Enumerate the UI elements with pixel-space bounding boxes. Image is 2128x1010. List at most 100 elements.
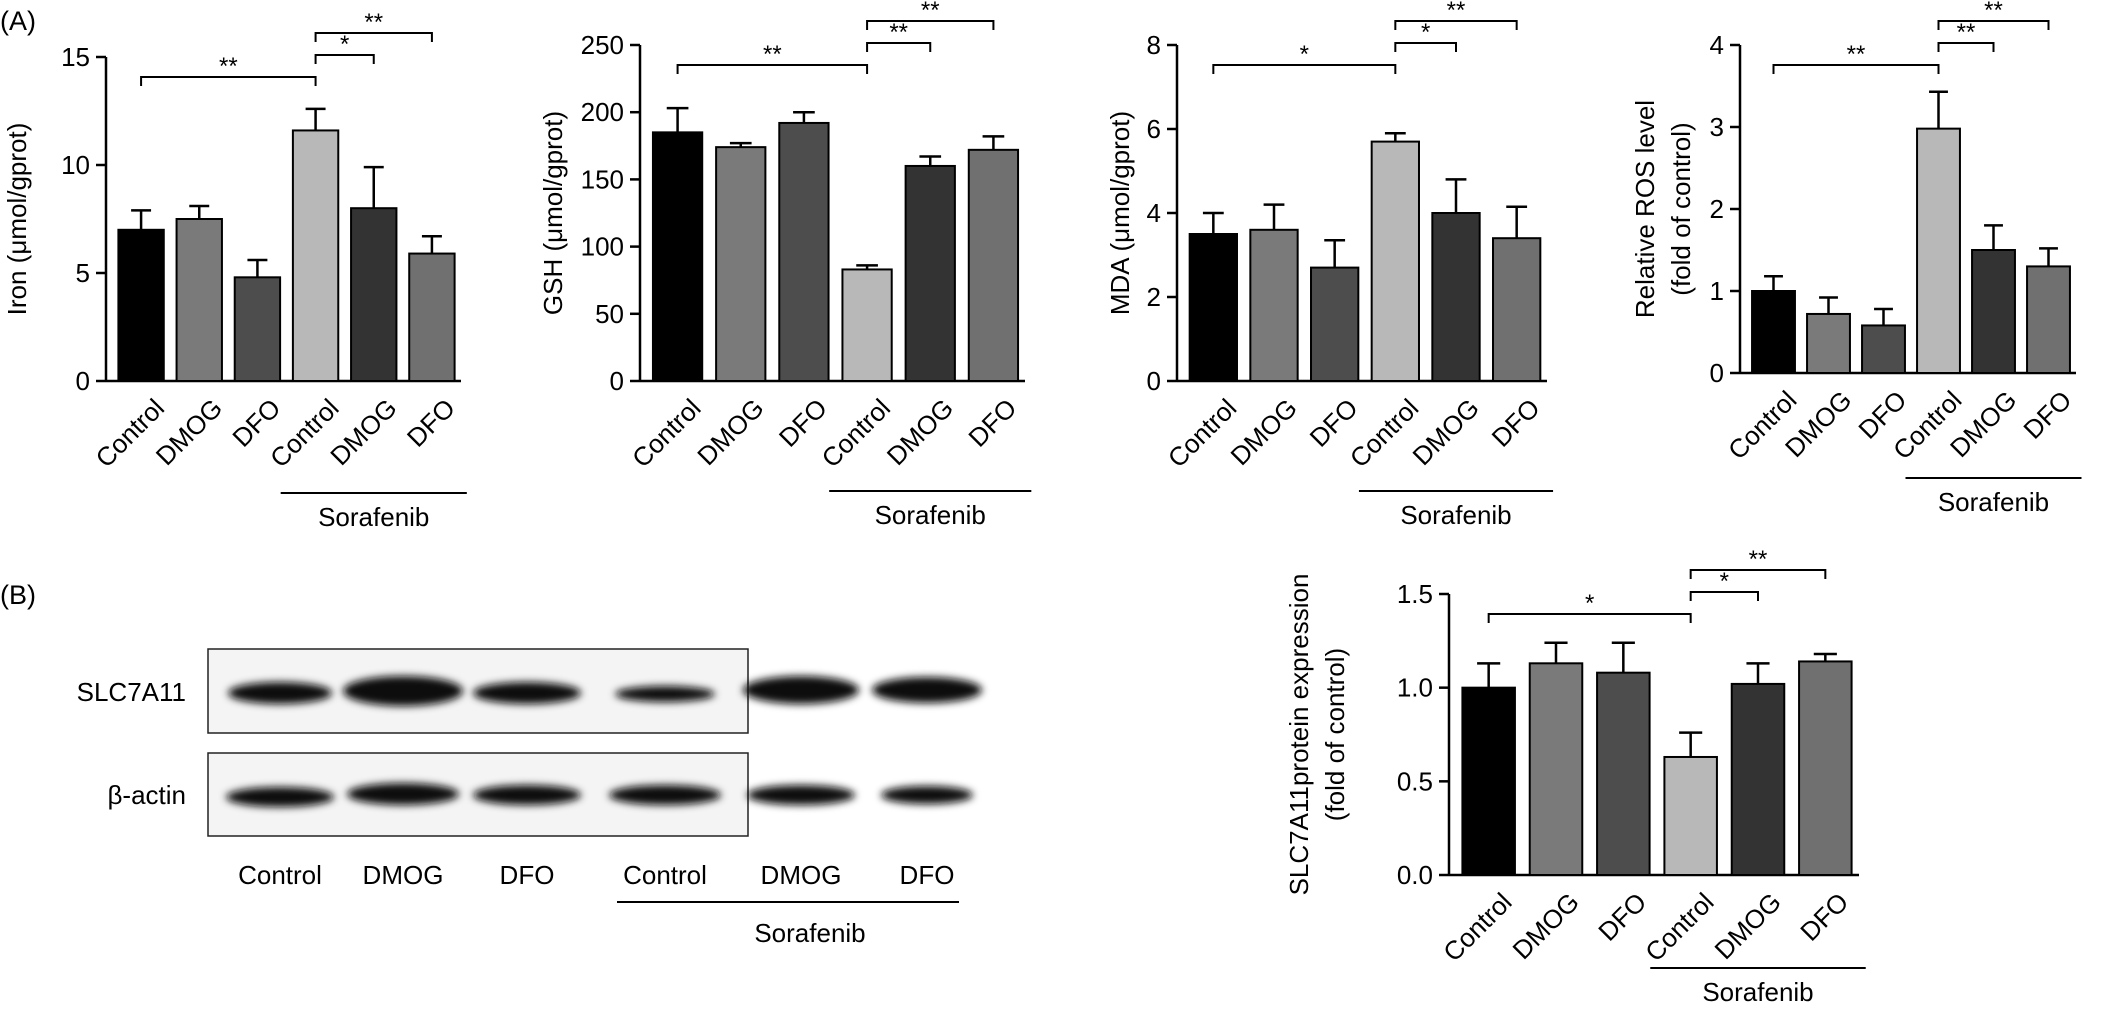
significance-label: ** xyxy=(1957,19,1976,46)
significance-label: * xyxy=(1720,568,1729,595)
bar xyxy=(1492,237,1542,382)
error-bar xyxy=(1874,307,1893,326)
significance-label: ** xyxy=(1749,546,1768,573)
bar xyxy=(651,131,704,382)
bar xyxy=(1798,660,1853,876)
significance-bracket xyxy=(1212,64,1397,74)
y-tick-label: 6 xyxy=(1147,114,1161,144)
bar xyxy=(715,146,767,382)
significance-label: ** xyxy=(889,19,908,46)
panel-label: (B) xyxy=(0,580,36,610)
x-tick-label: DMOG xyxy=(881,393,959,471)
bar xyxy=(1751,290,1796,374)
significance-bracket xyxy=(1394,20,1518,30)
significance-bracket xyxy=(1937,20,2050,30)
panel-label: (A) xyxy=(0,6,36,36)
significance-bracket xyxy=(1689,591,1759,601)
x-tick-label: DFO xyxy=(1486,393,1546,453)
significance-label: * xyxy=(1300,41,1309,68)
y-tick-label: 0 xyxy=(610,366,624,396)
significance-label: * xyxy=(1421,19,1430,46)
error-bar xyxy=(1679,731,1703,757)
error-bar xyxy=(189,204,210,219)
y-tick-label: 2 xyxy=(1710,194,1724,224)
error-bar xyxy=(1813,652,1837,662)
x-tick-label: DFO xyxy=(401,393,461,453)
error-bar xyxy=(856,264,878,270)
y-axis-label: GSH (μmol/gprot) xyxy=(538,111,568,315)
bar xyxy=(1188,233,1238,382)
error-bar xyxy=(1202,211,1224,234)
y-tick-label: 200 xyxy=(581,97,624,127)
error-bar xyxy=(793,110,815,123)
significance-bracket xyxy=(1772,64,1940,74)
error-bar xyxy=(2039,247,2058,267)
bar xyxy=(1431,212,1481,382)
blot-bands xyxy=(226,676,982,807)
y-tick-label: 0.5 xyxy=(1397,766,1433,796)
significance-label: ** xyxy=(1847,41,1866,68)
x-tick-label: Control xyxy=(1639,887,1719,967)
significance-bracket xyxy=(314,32,433,42)
group-label: Sorafenib xyxy=(1938,487,2049,517)
significance-bracket xyxy=(1689,569,1827,579)
x-tick-label: Control xyxy=(90,393,170,473)
error-bar xyxy=(1263,203,1285,230)
y-tick-label: 250 xyxy=(581,30,624,60)
error-bar xyxy=(131,209,152,230)
x-tick-label: DMOG xyxy=(1709,887,1787,965)
significance-bracket xyxy=(1394,42,1457,52)
lane-label: DMOG xyxy=(363,860,444,890)
blot-row-label: SLC7A11 xyxy=(77,677,186,707)
y-axis-label: Relative ROS level xyxy=(1630,100,1660,318)
x-tick-label: Control xyxy=(1162,393,1242,473)
error-bar xyxy=(1764,274,1783,291)
x-tick-label: Control xyxy=(626,393,706,473)
y-tick-label: 0 xyxy=(76,366,90,396)
error-bar xyxy=(305,107,326,131)
error-bar xyxy=(1544,641,1568,664)
error-bar xyxy=(919,155,942,166)
bar xyxy=(1806,312,1851,374)
bar xyxy=(967,148,1020,382)
x-tick-label: DMOG xyxy=(691,393,769,471)
bar xyxy=(175,218,223,382)
y-tick-label: 150 xyxy=(581,164,624,194)
x-tick-label: Control xyxy=(1437,887,1517,967)
error-bar xyxy=(1746,662,1770,684)
error-bar xyxy=(1477,662,1501,688)
error-bar xyxy=(666,106,689,133)
lane-label: Control xyxy=(238,860,322,890)
lane-label: DFO xyxy=(900,860,955,890)
bar xyxy=(117,228,165,382)
significance-bracket xyxy=(140,76,317,86)
x-tick-label: DMOG xyxy=(1407,393,1485,471)
bar xyxy=(1663,755,1718,876)
bar xyxy=(2026,265,2071,374)
error-bar xyxy=(1611,641,1635,673)
y-tick-label: 4 xyxy=(1710,30,1724,60)
x-tick-label: DMOG xyxy=(1507,887,1585,965)
group-label: Sorafenib xyxy=(1702,977,1813,1005)
significance-bracket xyxy=(866,42,932,52)
significance-bracket xyxy=(1937,42,1995,52)
y-tick-label: 0 xyxy=(1147,366,1161,396)
error-bar xyxy=(1445,178,1467,213)
error-bar xyxy=(1929,90,1948,129)
significance-label: ** xyxy=(1447,0,1466,24)
error-bar xyxy=(982,135,1005,150)
y-tick-label: 8 xyxy=(1147,30,1161,60)
x-tick-label: Control xyxy=(1344,393,1424,473)
bar xyxy=(1916,127,1961,374)
error-bar xyxy=(1384,131,1406,142)
bar xyxy=(841,268,893,382)
error-bar xyxy=(729,141,752,148)
y-axis-label: MDA (μmol/gprot) xyxy=(1105,111,1135,315)
significance-bracket xyxy=(866,20,995,30)
significance-label: ** xyxy=(219,53,238,80)
y-axis-label: (fold of control) xyxy=(1666,122,1696,295)
y-axis-label: Iron (μmol/gprot) xyxy=(2,123,32,316)
group-label: Sorafenib xyxy=(318,502,429,532)
error-bar xyxy=(247,258,268,278)
